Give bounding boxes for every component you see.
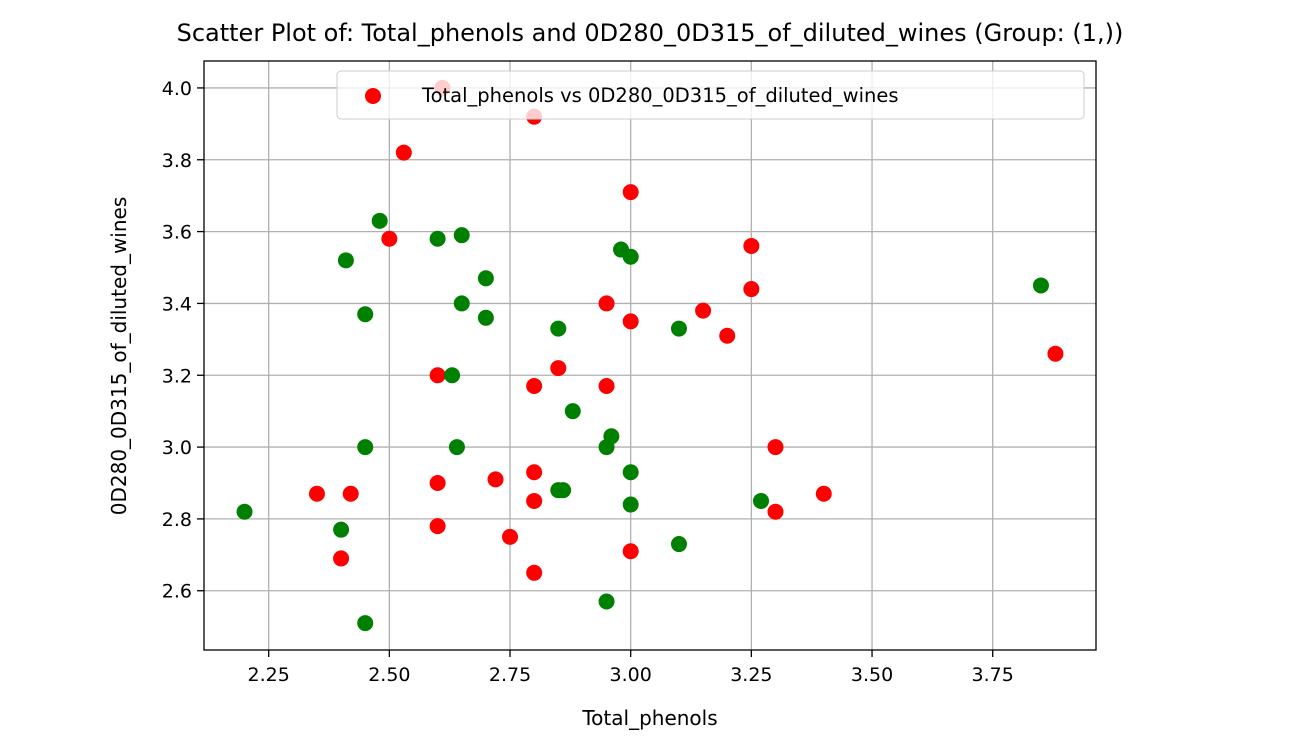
data-point xyxy=(622,184,639,201)
y-tick-label: 3.4 xyxy=(162,293,192,315)
y-tick-label: 2.6 xyxy=(162,581,192,603)
data-point xyxy=(395,144,412,161)
y-axis-label: 0D280_0D315_of_diluted_wines xyxy=(107,197,131,516)
data-point xyxy=(695,302,712,319)
data-point xyxy=(670,536,687,553)
data-point xyxy=(719,327,736,344)
data-point xyxy=(743,237,760,254)
y-tick-label: 2.8 xyxy=(162,509,192,531)
data-point xyxy=(526,464,543,481)
data-point xyxy=(550,320,567,337)
data-point xyxy=(487,471,504,488)
data-point xyxy=(333,521,350,538)
data-point xyxy=(622,313,639,330)
data-point xyxy=(598,378,615,395)
data-point xyxy=(477,309,494,326)
data-point xyxy=(622,496,639,513)
y-tick-label: 3.8 xyxy=(162,150,192,172)
data-point xyxy=(337,252,354,269)
data-point xyxy=(381,230,398,247)
data-point xyxy=(767,439,784,456)
y-tick-label: 4.0 xyxy=(162,78,192,100)
data-point xyxy=(622,464,639,481)
data-point xyxy=(429,367,446,384)
data-point xyxy=(555,482,572,499)
data-point xyxy=(342,485,359,502)
data-point xyxy=(526,492,543,509)
x-axis-label: Total_phenols xyxy=(581,706,717,730)
legend-box xyxy=(336,70,1085,120)
data-point xyxy=(564,403,581,420)
data-point xyxy=(670,320,687,337)
legend: Total_phenols vs 0D280_0D315_of_diluted_… xyxy=(336,70,1085,120)
data-point xyxy=(526,378,543,395)
data-point xyxy=(429,518,446,535)
y-tick-label: 3.0 xyxy=(162,437,192,459)
data-point xyxy=(453,227,470,244)
data-point xyxy=(357,306,374,323)
data-point xyxy=(815,485,832,502)
data-point xyxy=(357,615,374,632)
data-point xyxy=(477,270,494,287)
data-point xyxy=(371,212,388,229)
data-point xyxy=(429,230,446,247)
legend-marker xyxy=(365,88,381,104)
plot-frame xyxy=(203,60,1097,651)
data-point xyxy=(598,439,615,456)
data-point xyxy=(357,439,374,456)
grid-lines xyxy=(204,61,1096,650)
data-point xyxy=(622,543,639,560)
x-tick-label: 2.75 xyxy=(489,664,531,686)
data-point xyxy=(753,492,770,509)
data-point xyxy=(333,550,350,567)
data-point xyxy=(598,295,615,312)
x-tick-label: 3.75 xyxy=(972,664,1014,686)
x-tick-label: 3.25 xyxy=(730,664,772,686)
data-points xyxy=(236,79,1064,632)
data-point xyxy=(444,367,461,384)
data-point xyxy=(236,503,253,520)
chart-title: Scatter Plot of: Total_phenols and 0D280… xyxy=(177,19,1124,47)
data-point xyxy=(598,593,615,610)
data-point xyxy=(308,485,325,502)
data-point xyxy=(448,439,465,456)
x-tick-label: 3.00 xyxy=(610,664,652,686)
data-point xyxy=(767,503,784,520)
x-tick-label: 2.25 xyxy=(248,664,290,686)
y-axis-ticks: 2.6 2.8 3.0 3.2 3.4 3.6 3.8 4.0 xyxy=(162,78,204,603)
data-point xyxy=(1032,277,1049,294)
y-tick-label: 3.6 xyxy=(162,222,192,244)
data-point xyxy=(502,528,519,545)
data-point xyxy=(622,248,639,265)
data-point xyxy=(453,295,470,312)
data-point xyxy=(526,564,543,581)
data-point xyxy=(550,360,567,377)
legend-label: Total_phenols vs 0D280_0D315_of_diluted_… xyxy=(421,84,899,107)
y-tick-label: 3.2 xyxy=(162,365,192,387)
x-axis-ticks: 2.25 2.50 2.75 3.00 3.25 3.50 3.75 xyxy=(248,650,1014,686)
data-point xyxy=(429,474,446,491)
data-point xyxy=(1047,345,1064,362)
x-tick-label: 2.50 xyxy=(368,664,410,686)
data-point xyxy=(743,281,760,298)
x-tick-label: 3.50 xyxy=(851,664,893,686)
